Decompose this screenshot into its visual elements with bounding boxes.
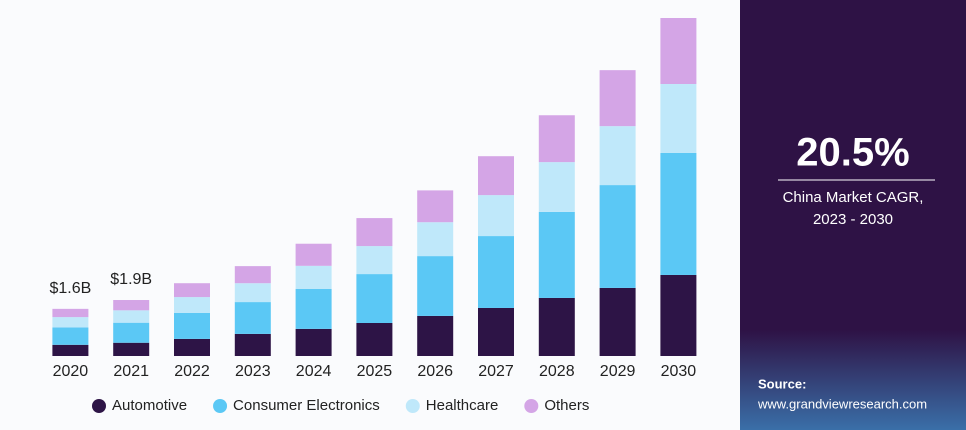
bar-segment bbox=[113, 342, 150, 356]
bar-segment bbox=[660, 84, 697, 153]
legend-label: Others bbox=[544, 397, 589, 414]
bar-segment bbox=[113, 322, 150, 343]
x-tick-label: 2027 bbox=[478, 363, 514, 380]
bar-segment bbox=[660, 274, 697, 356]
bar-segment bbox=[599, 185, 636, 288]
bar-segment bbox=[295, 265, 332, 289]
x-tick-label: 2029 bbox=[600, 363, 636, 380]
legend-swatch bbox=[213, 399, 228, 413]
bar-segment bbox=[478, 156, 514, 196]
bar-segment bbox=[234, 302, 271, 334]
bar-segment bbox=[356, 322, 393, 356]
bar-segment bbox=[52, 327, 89, 345]
x-tick-label: 2024 bbox=[296, 363, 332, 380]
bar-segment bbox=[478, 195, 514, 237]
bar-segment bbox=[52, 317, 89, 328]
bar-segment bbox=[174, 297, 210, 313]
bar-segment bbox=[356, 218, 393, 247]
bar-segment bbox=[417, 315, 454, 356]
x-tick-label: 2028 bbox=[539, 363, 575, 380]
bar-segment bbox=[660, 18, 697, 85]
source-label: Source: bbox=[758, 376, 806, 391]
bar-segment bbox=[538, 297, 575, 356]
bar-segment bbox=[113, 310, 150, 323]
bar-segment bbox=[538, 211, 575, 298]
bar-segment bbox=[478, 307, 514, 356]
x-tick-label: 2025 bbox=[357, 363, 393, 380]
legend-label: Automotive bbox=[112, 397, 187, 414]
bar-segment bbox=[295, 328, 332, 356]
bar-segment bbox=[113, 300, 150, 311]
x-tick-label: 2026 bbox=[417, 363, 453, 380]
bar-segment bbox=[356, 246, 393, 275]
bar-segment bbox=[599, 70, 636, 127]
bar-segment bbox=[234, 333, 271, 356]
bar-segment bbox=[599, 126, 636, 186]
bar-segment bbox=[538, 115, 575, 163]
source-url: www.grandviewresearch.com bbox=[757, 396, 927, 411]
bar-segment bbox=[660, 152, 697, 275]
bar-segment bbox=[174, 338, 210, 356]
legend-swatch bbox=[405, 399, 420, 413]
bar-segment bbox=[417, 222, 454, 257]
value-label: $1.6B bbox=[49, 280, 91, 297]
value-label: $1.9B bbox=[110, 271, 152, 288]
legend-swatch bbox=[92, 399, 106, 413]
bar-segment bbox=[417, 190, 454, 223]
bar-segment bbox=[538, 162, 575, 212]
bar-segment bbox=[234, 266, 271, 284]
bar-segment bbox=[417, 256, 454, 316]
x-tick-label: 2020 bbox=[53, 363, 89, 380]
bar-segment bbox=[478, 236, 514, 308]
x-tick-label: 2021 bbox=[113, 363, 149, 380]
legend-label: Healthcare bbox=[426, 397, 499, 414]
stat: 20.5% bbox=[796, 131, 909, 175]
bar-segment bbox=[356, 274, 393, 323]
legend-swatch bbox=[524, 399, 539, 413]
x-tick-label: 2030 bbox=[661, 363, 697, 380]
bar-segment bbox=[52, 308, 89, 318]
bar-segment bbox=[295, 288, 332, 329]
bar-segment bbox=[234, 283, 271, 303]
sidebar-mesh bbox=[740, 330, 966, 430]
stat-caption: China Market CAGR, 2023 - 2030 bbox=[783, 189, 924, 228]
bar-segment bbox=[599, 287, 636, 356]
bar-segment bbox=[174, 312, 210, 339]
bar-segment bbox=[52, 344, 89, 356]
bar-segment bbox=[174, 283, 210, 298]
x-tick-label: 2023 bbox=[235, 363, 271, 380]
bar-segment bbox=[295, 243, 332, 266]
x-tick-label: 2022 bbox=[174, 363, 210, 380]
legend-label: Consumer Electronics bbox=[233, 397, 380, 414]
